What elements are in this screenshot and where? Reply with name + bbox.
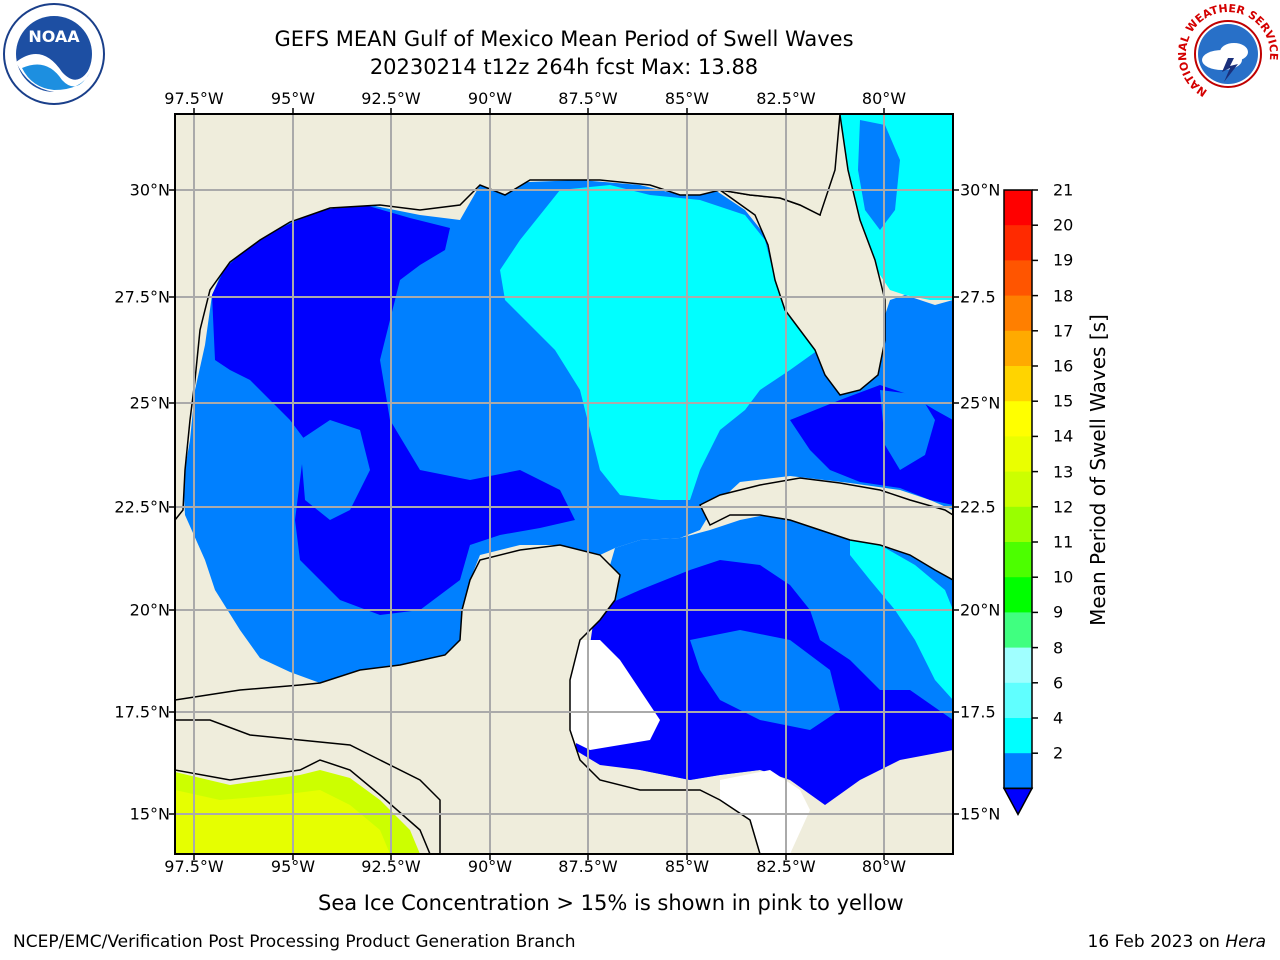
noaa-logo-icon: NOAA	[3, 3, 105, 105]
lon-tick-bottom: 90°W	[467, 857, 513, 876]
lat-tick-right: 25°N	[960, 393, 1001, 413]
lat-tick-left: 22.5°N	[114, 497, 170, 517]
lat-tick-left: 20°N	[129, 600, 170, 620]
lon-tick-top: 82.5°W	[756, 89, 816, 108]
colorbar-tick-label: 8	[1053, 638, 1064, 658]
nodata-area	[560, 640, 660, 750]
central-gulf-swell-4s	[300, 420, 370, 520]
lon-tick-top: 90°W	[467, 89, 513, 108]
colorbar-tick-label: 19	[1053, 250, 1074, 270]
lon-tick-bottom: 85°W	[664, 857, 710, 876]
colorbar-outline	[1003, 189, 1033, 790]
lon-tick-bottom: 92.5°W	[361, 857, 421, 876]
florida-keys-swell-4s	[858, 120, 900, 230]
map-border	[174, 113, 954, 855]
colorbar-extend-arrow	[1002, 787, 1034, 816]
lon-tick-bottom: 87.5°W	[558, 857, 618, 876]
colorbar	[1002, 189, 1038, 816]
colorbar-tick-label: 13	[1053, 462, 1074, 482]
colorbar-tick-label: 11	[1053, 532, 1074, 552]
tick-marks	[169, 108, 959, 860]
lat-tick-right: 22.5	[960, 497, 996, 517]
colorbar-tick-label: 18	[1053, 286, 1074, 306]
lon-tick-top: 80°W	[861, 89, 907, 108]
lat-tick-left: 25°N	[129, 393, 170, 413]
svg-text:NOAA: NOAA	[28, 27, 80, 46]
chart-subtitle: 20230214 t12z 264h fcst Max: 13.88	[369, 55, 759, 79]
colorbar-segment	[1004, 506, 1032, 543]
colorbar-segment	[1004, 542, 1032, 578]
lat-tick-right: 20°N	[960, 600, 1001, 620]
map-layers	[175, 114, 953, 854]
lon-tick-bottom: 95°W	[270, 857, 316, 876]
west-gulf-swell-2s	[212, 205, 575, 615]
colorbar-segment	[1004, 190, 1032, 226]
lat-tick-right: 27.5	[960, 287, 996, 307]
nws-logo-icon: NATIONAL WEATHER SERVICE	[1176, 2, 1280, 104]
colorbar-tick-label: 2	[1053, 743, 1064, 763]
colorbar-segment	[1004, 647, 1032, 684]
caribbean-inner-swell-4s	[690, 630, 840, 730]
cuba-land	[698, 477, 953, 581]
lat-tick-left: 30°N	[129, 180, 170, 200]
footer-date-text: 16 Feb 2023 on	[1087, 932, 1226, 952]
colorbar-segment	[1004, 682, 1032, 719]
colorbar-segment	[1004, 612, 1032, 649]
bahamas-swell-4s	[880, 390, 935, 470]
lat-tick-left: 17.5°N	[114, 702, 170, 722]
east-gulf-swell-6s	[500, 185, 818, 500]
lon-tick-top: 85°W	[664, 89, 710, 108]
colorbar-segment	[1004, 718, 1032, 754]
lat-tick-right: 30°N	[960, 180, 1001, 200]
colorbar-tick-label: 14	[1053, 426, 1074, 446]
lat-tick-left: 27.5°N	[114, 287, 170, 307]
colorbar-tick-label: 9	[1053, 602, 1064, 622]
colorbar-segment	[1004, 295, 1032, 332]
colorbar-label: Mean Period of Swell Waves [s]	[1086, 314, 1110, 626]
colorbar-segment	[1004, 471, 1032, 508]
colorbar-segment	[1004, 260, 1032, 297]
colorbar-segment	[1004, 225, 1032, 261]
colorbar-tick-label: 16	[1053, 356, 1074, 376]
footer-host: Hera	[1225, 932, 1266, 952]
sea-ice-note: Sea Ice Concentration > 15% is shown in …	[318, 891, 904, 915]
lon-tick-top: 95°W	[270, 89, 316, 108]
lon-tick-bottom: 82.5°W	[756, 857, 816, 876]
colorbar-tick-label: 15	[1053, 391, 1074, 411]
colorbar-tick-label: 20	[1053, 215, 1074, 235]
colorbar-tick-label: 12	[1053, 497, 1074, 517]
colorbar-segment	[1004, 577, 1032, 613]
pacific-ice-yellow	[175, 790, 390, 854]
colorbar-tick-label: 17	[1053, 321, 1074, 341]
lat-tick-right: 15°N	[960, 804, 1001, 824]
colorbar-segment	[1004, 753, 1032, 789]
lat-tick-left: 15°N	[129, 804, 170, 824]
cayman-swell-6s	[850, 530, 953, 700]
lon-tick-top: 92.5°W	[361, 89, 421, 108]
lon-tick-top: 87.5°W	[558, 89, 618, 108]
lon-tick-top: 97.5°W	[164, 89, 224, 108]
graticule	[175, 114, 953, 854]
lat-tick-right: 17.5	[960, 702, 996, 722]
colorbar-tick-label: 6	[1053, 673, 1064, 693]
colorbar-tick-label: 10	[1053, 567, 1074, 587]
colorbar-tick-label: 21	[1053, 180, 1074, 200]
footer-date: 16 Feb 2023 on Hera	[1088, 932, 1266, 952]
footer-credit: NCEP/EMC/Verification Post Processing Pr…	[13, 932, 576, 952]
colorbar-segment	[1004, 366, 1032, 402]
lon-tick-bottom: 97.5°W	[164, 857, 224, 876]
chart-title: GEFS MEAN Gulf of Mexico Mean Period of …	[274, 27, 854, 51]
colorbar-tick-label: 4	[1053, 708, 1064, 728]
colorbar-segment	[1004, 330, 1032, 367]
colorbar-segment	[1004, 436, 1032, 473]
colorbar-segment	[1004, 401, 1032, 437]
lon-tick-bottom: 80°W	[861, 857, 907, 876]
